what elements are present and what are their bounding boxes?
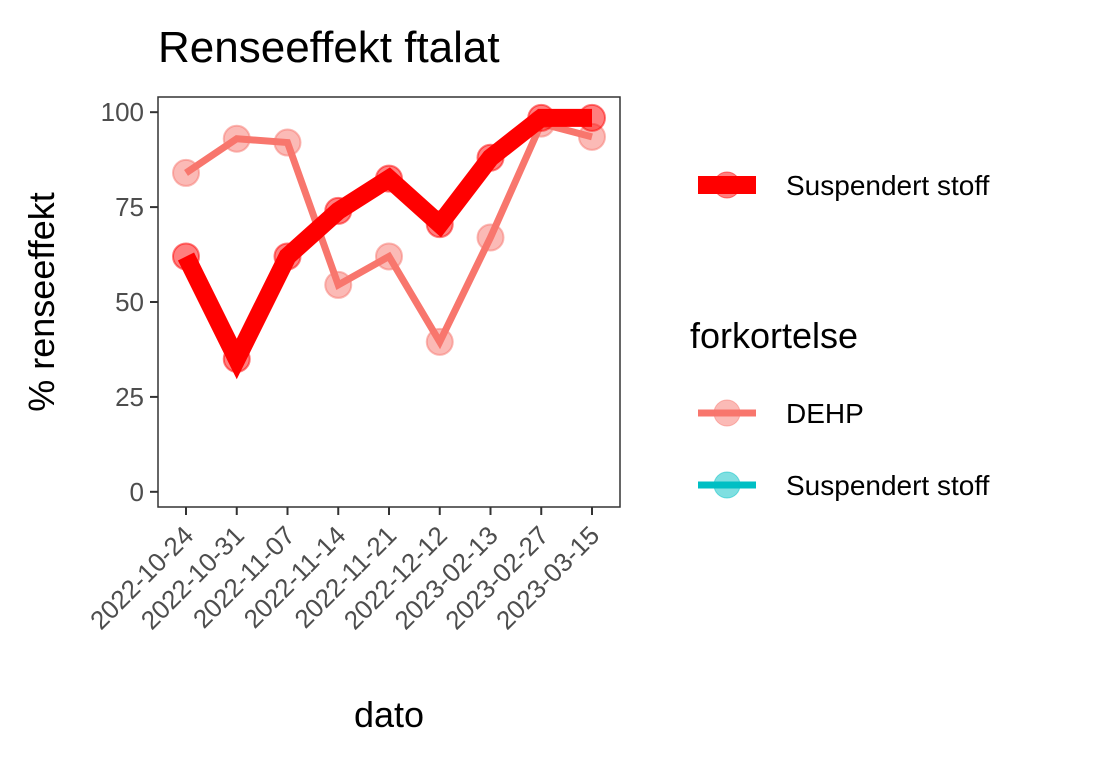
x-axis: 2022-10-242022-10-312022-11-072022-11-14…: [84, 507, 605, 635]
data-point: [425, 210, 454, 239]
y-tick-label: 25: [115, 382, 144, 412]
data-point: [222, 344, 251, 373]
legend-label-suspendert-top: Suspendert stoff: [786, 170, 990, 201]
data-point: [324, 270, 353, 299]
data-point: [324, 196, 353, 225]
x-axis-title: dato: [354, 694, 424, 735]
legend-title: forkortelse: [690, 315, 858, 356]
data-point: [375, 164, 403, 193]
legend-label-suspendert: Suspendert stoff: [786, 470, 990, 501]
y-axis: 0 25 50 75 100: [101, 97, 158, 507]
data-point: [273, 242, 302, 271]
data-point: [425, 327, 454, 356]
data-point: [527, 103, 556, 132]
legend-key-dehp: [698, 399, 756, 427]
panel-border: [157, 96, 621, 508]
y-axis-title: % renseeffekt: [21, 192, 62, 411]
data-point: [578, 103, 606, 132]
series-suspendert-stoff: [172, 103, 606, 380]
data-point: [273, 128, 302, 157]
legend: Suspendert stoff forkortelse DEHP Suspen…: [690, 170, 990, 501]
chart-title: Renseeffekt ftalat: [158, 23, 500, 72]
data-point: [476, 223, 505, 252]
plot-panel: [157, 96, 621, 508]
series-layer: [172, 103, 606, 380]
data-point: [476, 143, 505, 172]
data-point: [172, 158, 200, 187]
data-point: [375, 242, 403, 271]
legend-key-suspendert: [698, 471, 756, 499]
data-point: [172, 242, 200, 271]
data-point: [222, 124, 251, 153]
legend-label-dehp: DEHP: [786, 398, 864, 429]
y-tick-label: 50: [115, 287, 144, 317]
y-tick-label: 0: [130, 477, 144, 507]
y-tick-label: 100: [101, 97, 144, 127]
y-tick-label: 75: [115, 192, 144, 222]
legend-key-suspendert-top: [698, 171, 756, 199]
